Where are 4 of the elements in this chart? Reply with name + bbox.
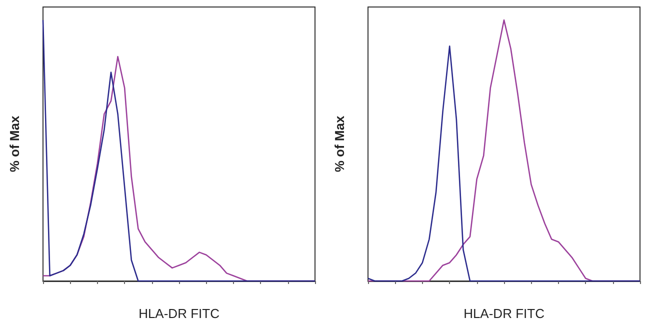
y-axis-title: % of Max bbox=[7, 115, 22, 172]
x-axis-title: HLA-DR FITC bbox=[138, 306, 220, 321]
x-axis-title: HLA-DR FITC bbox=[464, 306, 544, 321]
y-axis-title: % of Max bbox=[332, 115, 347, 172]
